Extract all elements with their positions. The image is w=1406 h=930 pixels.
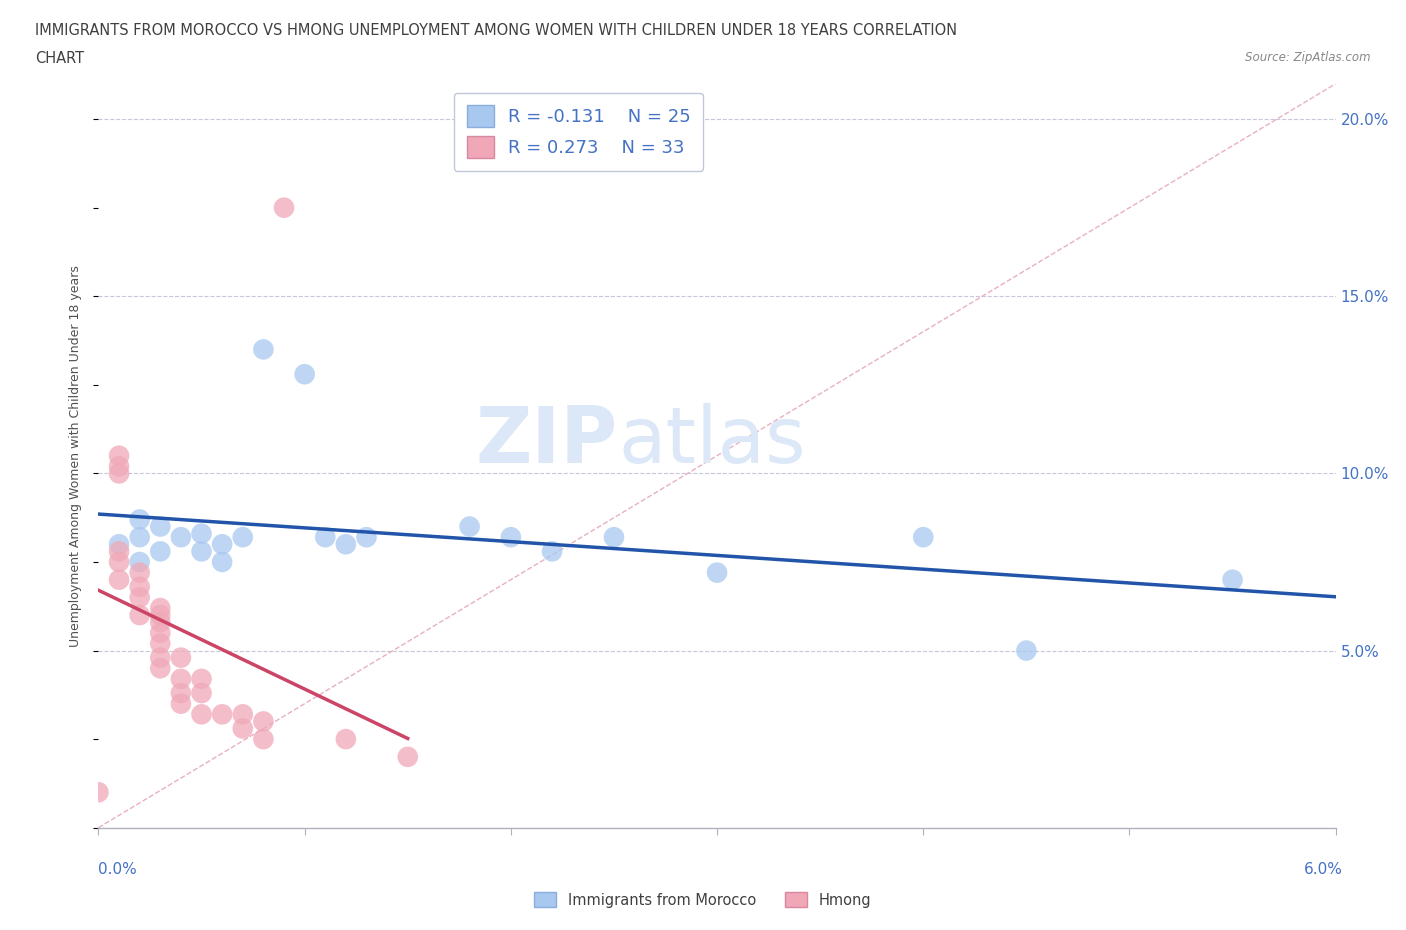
Legend: Immigrants from Morocco, Hmong: Immigrants from Morocco, Hmong — [529, 886, 877, 913]
Point — [252, 732, 274, 747]
Point — [108, 466, 131, 481]
Point — [232, 707, 254, 722]
Point — [149, 650, 172, 665]
Point — [314, 530, 336, 545]
Point — [603, 530, 626, 545]
Point — [396, 750, 419, 764]
Point — [128, 554, 150, 569]
Text: IMMIGRANTS FROM MOROCCO VS HMONG UNEMPLOYMENT AMONG WOMEN WITH CHILDREN UNDER 18: IMMIGRANTS FROM MOROCCO VS HMONG UNEMPLO… — [35, 23, 957, 38]
Point — [149, 625, 172, 640]
Text: Source: ZipAtlas.com: Source: ZipAtlas.com — [1246, 51, 1371, 64]
Point — [1222, 572, 1244, 587]
Point — [149, 661, 172, 676]
Point — [149, 519, 172, 534]
Point — [128, 579, 150, 594]
Point — [108, 448, 131, 463]
Point — [273, 200, 295, 215]
Point — [128, 590, 150, 604]
Point — [87, 785, 110, 800]
Point — [170, 530, 193, 545]
Text: CHART: CHART — [35, 51, 84, 66]
Point — [149, 607, 172, 622]
Point — [190, 685, 212, 700]
Point — [170, 650, 193, 665]
Point — [1015, 644, 1038, 658]
Point — [108, 572, 131, 587]
Point — [149, 636, 172, 651]
Point — [706, 565, 728, 580]
Point — [211, 554, 233, 569]
Point — [232, 530, 254, 545]
Point — [128, 530, 150, 545]
Point — [252, 714, 274, 729]
Point — [108, 458, 131, 473]
Text: 0.0%: 0.0% — [98, 862, 138, 877]
Point — [252, 342, 274, 357]
Point — [170, 697, 193, 711]
Point — [128, 565, 150, 580]
Point — [170, 685, 193, 700]
Point — [190, 526, 212, 541]
Point — [335, 732, 357, 747]
Point — [128, 512, 150, 527]
Point — [190, 671, 212, 686]
Legend: R = -0.131    N = 25, R = 0.273    N = 33: R = -0.131 N = 25, R = 0.273 N = 33 — [454, 93, 703, 171]
Y-axis label: Unemployment Among Women with Children Under 18 years: Unemployment Among Women with Children U… — [69, 265, 83, 646]
Point — [149, 601, 172, 616]
Point — [170, 671, 193, 686]
Point — [190, 707, 212, 722]
Point — [128, 607, 150, 622]
Point — [108, 544, 131, 559]
Text: ZIP: ZIP — [475, 403, 619, 479]
Point — [356, 530, 378, 545]
Point — [232, 721, 254, 736]
Point — [190, 544, 212, 559]
Point — [108, 554, 131, 569]
Text: 6.0%: 6.0% — [1303, 862, 1343, 877]
Point — [149, 615, 172, 630]
Text: atlas: atlas — [619, 403, 806, 479]
Point — [149, 544, 172, 559]
Point — [335, 537, 357, 551]
Point — [458, 519, 481, 534]
Point — [294, 366, 316, 381]
Point — [108, 537, 131, 551]
Point — [541, 544, 564, 559]
Point — [499, 530, 522, 545]
Point — [211, 537, 233, 551]
Point — [912, 530, 935, 545]
Point — [211, 707, 233, 722]
